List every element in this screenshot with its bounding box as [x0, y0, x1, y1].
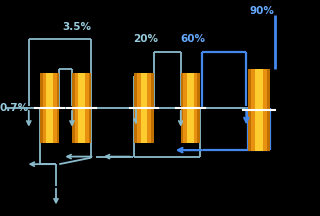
Text: 3.5%: 3.5% [62, 22, 92, 32]
Bar [183, 73, 197, 143]
Bar [75, 73, 89, 143]
Text: 0.7%: 0.7% [0, 103, 29, 113]
Bar [248, 69, 270, 151]
Bar [78, 73, 85, 143]
Bar [40, 73, 59, 143]
Text: 60%: 60% [181, 34, 206, 44]
Bar [181, 73, 200, 143]
Bar [255, 69, 263, 151]
Bar [251, 69, 267, 151]
Bar [72, 73, 91, 143]
Bar [187, 73, 194, 143]
Bar [43, 73, 57, 143]
Text: 90%: 90% [250, 6, 275, 16]
Bar [134, 73, 154, 143]
Bar [46, 73, 53, 143]
Text: 20%: 20% [133, 34, 158, 44]
Bar [141, 73, 147, 143]
Bar [137, 73, 151, 143]
